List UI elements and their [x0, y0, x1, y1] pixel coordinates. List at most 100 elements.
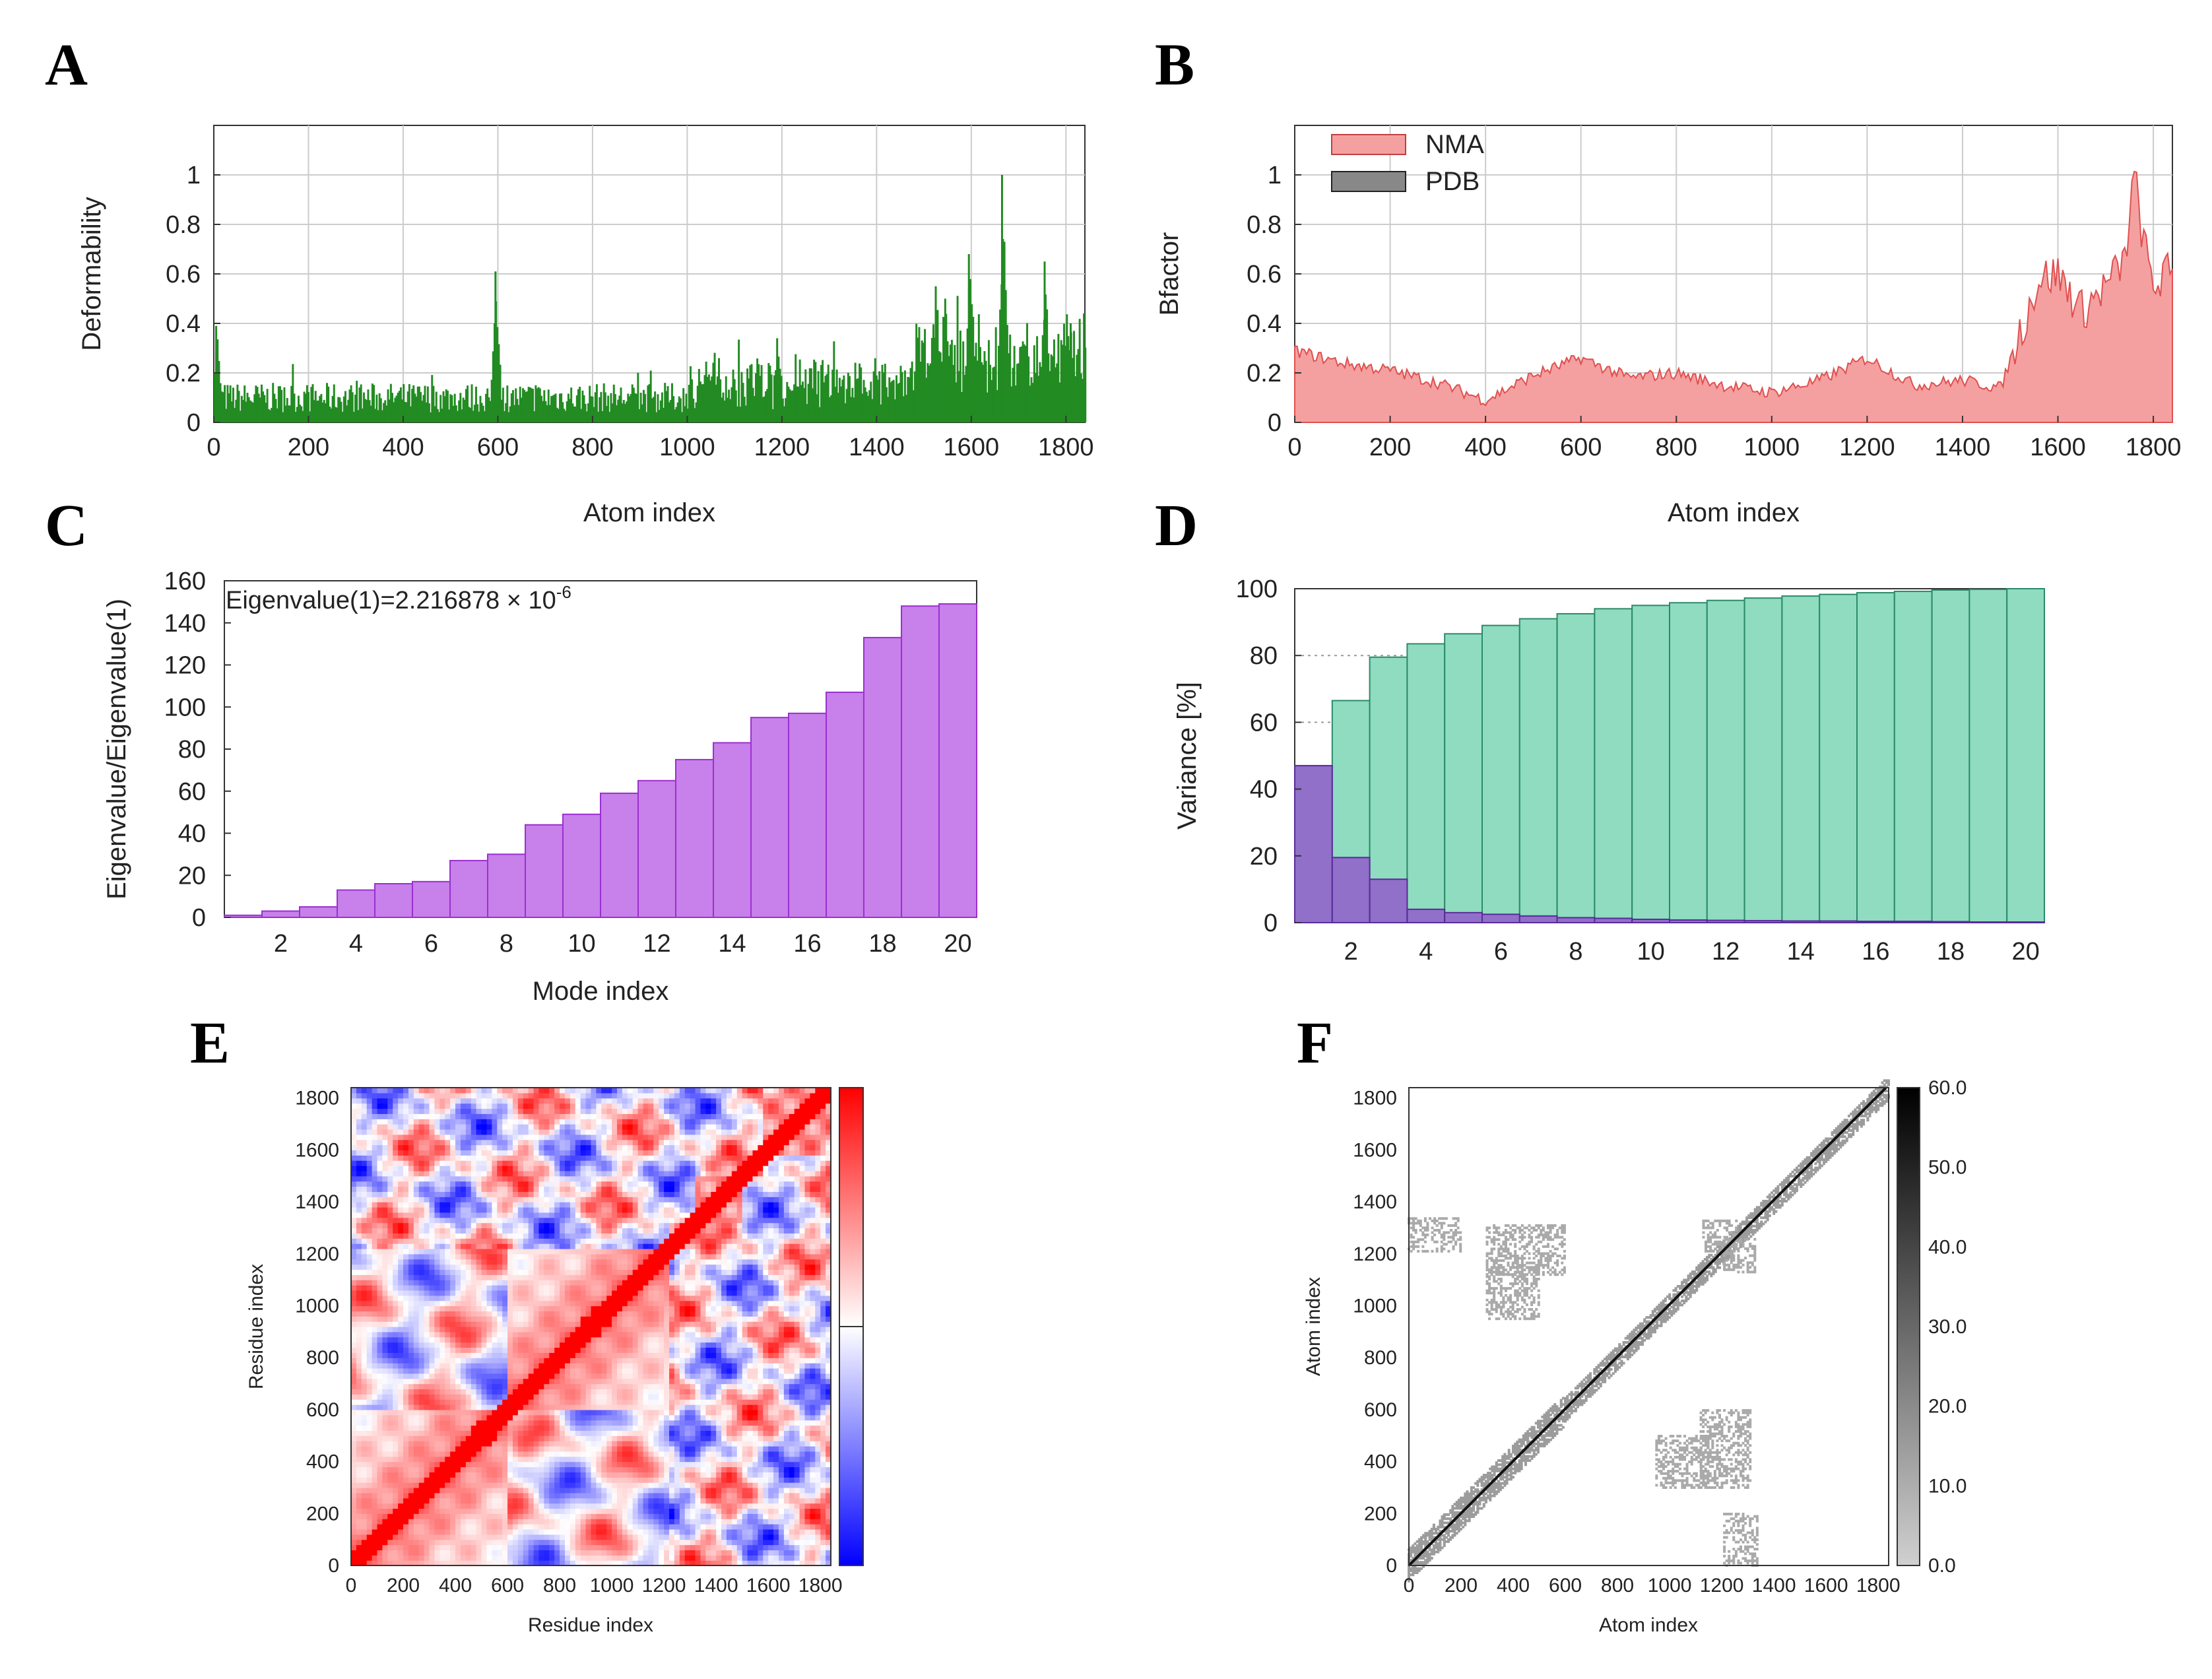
heatmap-cell — [544, 1327, 550, 1333]
heatmap-cell — [377, 1378, 383, 1385]
heatmap-cell — [564, 1139, 571, 1146]
heatmap-cell — [569, 1274, 576, 1280]
heatmap-cell — [398, 1243, 404, 1249]
heatmap-cell — [497, 1399, 503, 1405]
heatmap-cell — [377, 1534, 383, 1540]
heatmap-cell — [544, 1305, 550, 1311]
heatmap-cell — [507, 1092, 513, 1099]
deformability-bar — [451, 395, 453, 422]
heatmap-cell — [351, 1129, 357, 1135]
heatmap-cell — [512, 1280, 519, 1286]
deformability-bar — [1051, 356, 1054, 422]
heatmap-cell — [560, 1166, 566, 1171]
heatmap-cell — [377, 1347, 383, 1353]
heatmap-cell — [351, 1160, 357, 1166]
deformability-bar — [214, 374, 216, 422]
deformability-bar — [430, 412, 432, 422]
heatmap-cell — [434, 1134, 440, 1140]
heatmap-cell — [460, 1119, 467, 1125]
heatmap-cell — [554, 1238, 560, 1244]
heatmap-cell — [517, 1363, 524, 1369]
deformability-bar — [1014, 385, 1017, 422]
heatmap-cell — [455, 1441, 461, 1447]
deformability-bar — [612, 384, 615, 422]
deformability-bar — [930, 337, 933, 422]
heatmap-cell — [471, 1119, 477, 1125]
heatmap-cell — [523, 1088, 529, 1094]
heatmap-cell — [569, 1155, 576, 1161]
heatmap-cell — [366, 1108, 373, 1114]
heatmap-cell — [408, 1233, 414, 1239]
deformability-bar — [759, 376, 762, 422]
deformability-bar — [713, 352, 716, 422]
heatmap-cell — [460, 1212, 467, 1218]
deformability-bar — [411, 389, 414, 422]
heatmap-cell — [450, 1248, 456, 1255]
heatmap-cell — [512, 1259, 519, 1265]
heatmap-cell — [356, 1311, 362, 1317]
heatmap-cell — [497, 1358, 503, 1364]
heatmap-cell — [434, 1378, 440, 1385]
heatmap-cell — [408, 1202, 414, 1208]
deformability-bar — [324, 403, 327, 422]
heatmap-cell — [544, 1295, 550, 1301]
heatmap-cell — [429, 1399, 436, 1405]
heatmap-cell — [445, 1259, 451, 1265]
heatmap-cell — [418, 1108, 425, 1114]
heatmap-cell — [507, 1139, 513, 1146]
heatmap-cell — [512, 1336, 519, 1343]
heatmap-cell — [533, 1519, 540, 1525]
heatmap-cell — [450, 1295, 456, 1301]
heatmap-cell — [554, 1280, 560, 1286]
heatmap-cell — [481, 1108, 488, 1114]
heatmap-cell — [512, 1560, 519, 1566]
heatmap-cell — [356, 1461, 362, 1468]
heatmap-cell — [580, 1280, 587, 1286]
heatmap-cell — [580, 1202, 587, 1208]
heatmap-cell — [564, 1373, 571, 1379]
heatmap-cell — [569, 1253, 576, 1260]
heatmap-cell — [356, 1555, 362, 1561]
heatmap-cell — [580, 1534, 587, 1540]
heatmap-cell — [418, 1088, 425, 1094]
heatmap-cell — [398, 1383, 404, 1390]
heatmap-cell — [455, 1088, 461, 1094]
heatmap-cell — [393, 1300, 399, 1307]
heatmap-cell — [569, 1191, 576, 1197]
heatmap-cell — [497, 1336, 503, 1343]
heatmap-cell — [351, 1539, 357, 1546]
heatmap-cell — [517, 1248, 524, 1255]
individual-variance-bar — [1856, 920, 1895, 923]
heatmap-cell — [387, 1425, 393, 1431]
heatmap-cell — [486, 1529, 492, 1535]
heatmap-cell — [450, 1119, 456, 1125]
x-tick-2: 2 — [274, 930, 288, 958]
heatmap-cell — [575, 1092, 581, 1099]
heatmap-cell — [439, 1119, 445, 1125]
deformability-bar — [297, 395, 300, 422]
heatmap-cell — [575, 1264, 581, 1270]
heatmap-cell — [445, 1477, 451, 1483]
heatmap-cell — [382, 1513, 388, 1519]
heatmap-cell — [569, 1409, 576, 1416]
heatmap-cell — [372, 1446, 378, 1452]
heatmap-cell — [481, 1166, 488, 1171]
heatmap-cell — [460, 1186, 467, 1192]
heatmap-cell — [361, 1233, 368, 1239]
heatmap-cell — [361, 1253, 368, 1260]
heatmap-cell — [408, 1389, 414, 1395]
heatmap-cell — [377, 1285, 383, 1291]
deformability-bar — [639, 393, 642, 422]
heatmap-cell — [351, 1259, 357, 1265]
heatmap-cell — [387, 1394, 393, 1400]
heatmap-cell — [366, 1477, 373, 1483]
heatmap-cell — [497, 1212, 503, 1218]
heatmap-cell — [560, 1129, 566, 1135]
heatmap-cell — [476, 1280, 482, 1286]
heatmap-cell — [564, 1414, 571, 1421]
heatmap-cell — [361, 1166, 368, 1171]
heatmap-cell — [492, 1103, 498, 1109]
heatmap-cell — [424, 1363, 430, 1369]
heatmap-cell — [439, 1513, 445, 1519]
heatmap-cell — [569, 1513, 576, 1519]
